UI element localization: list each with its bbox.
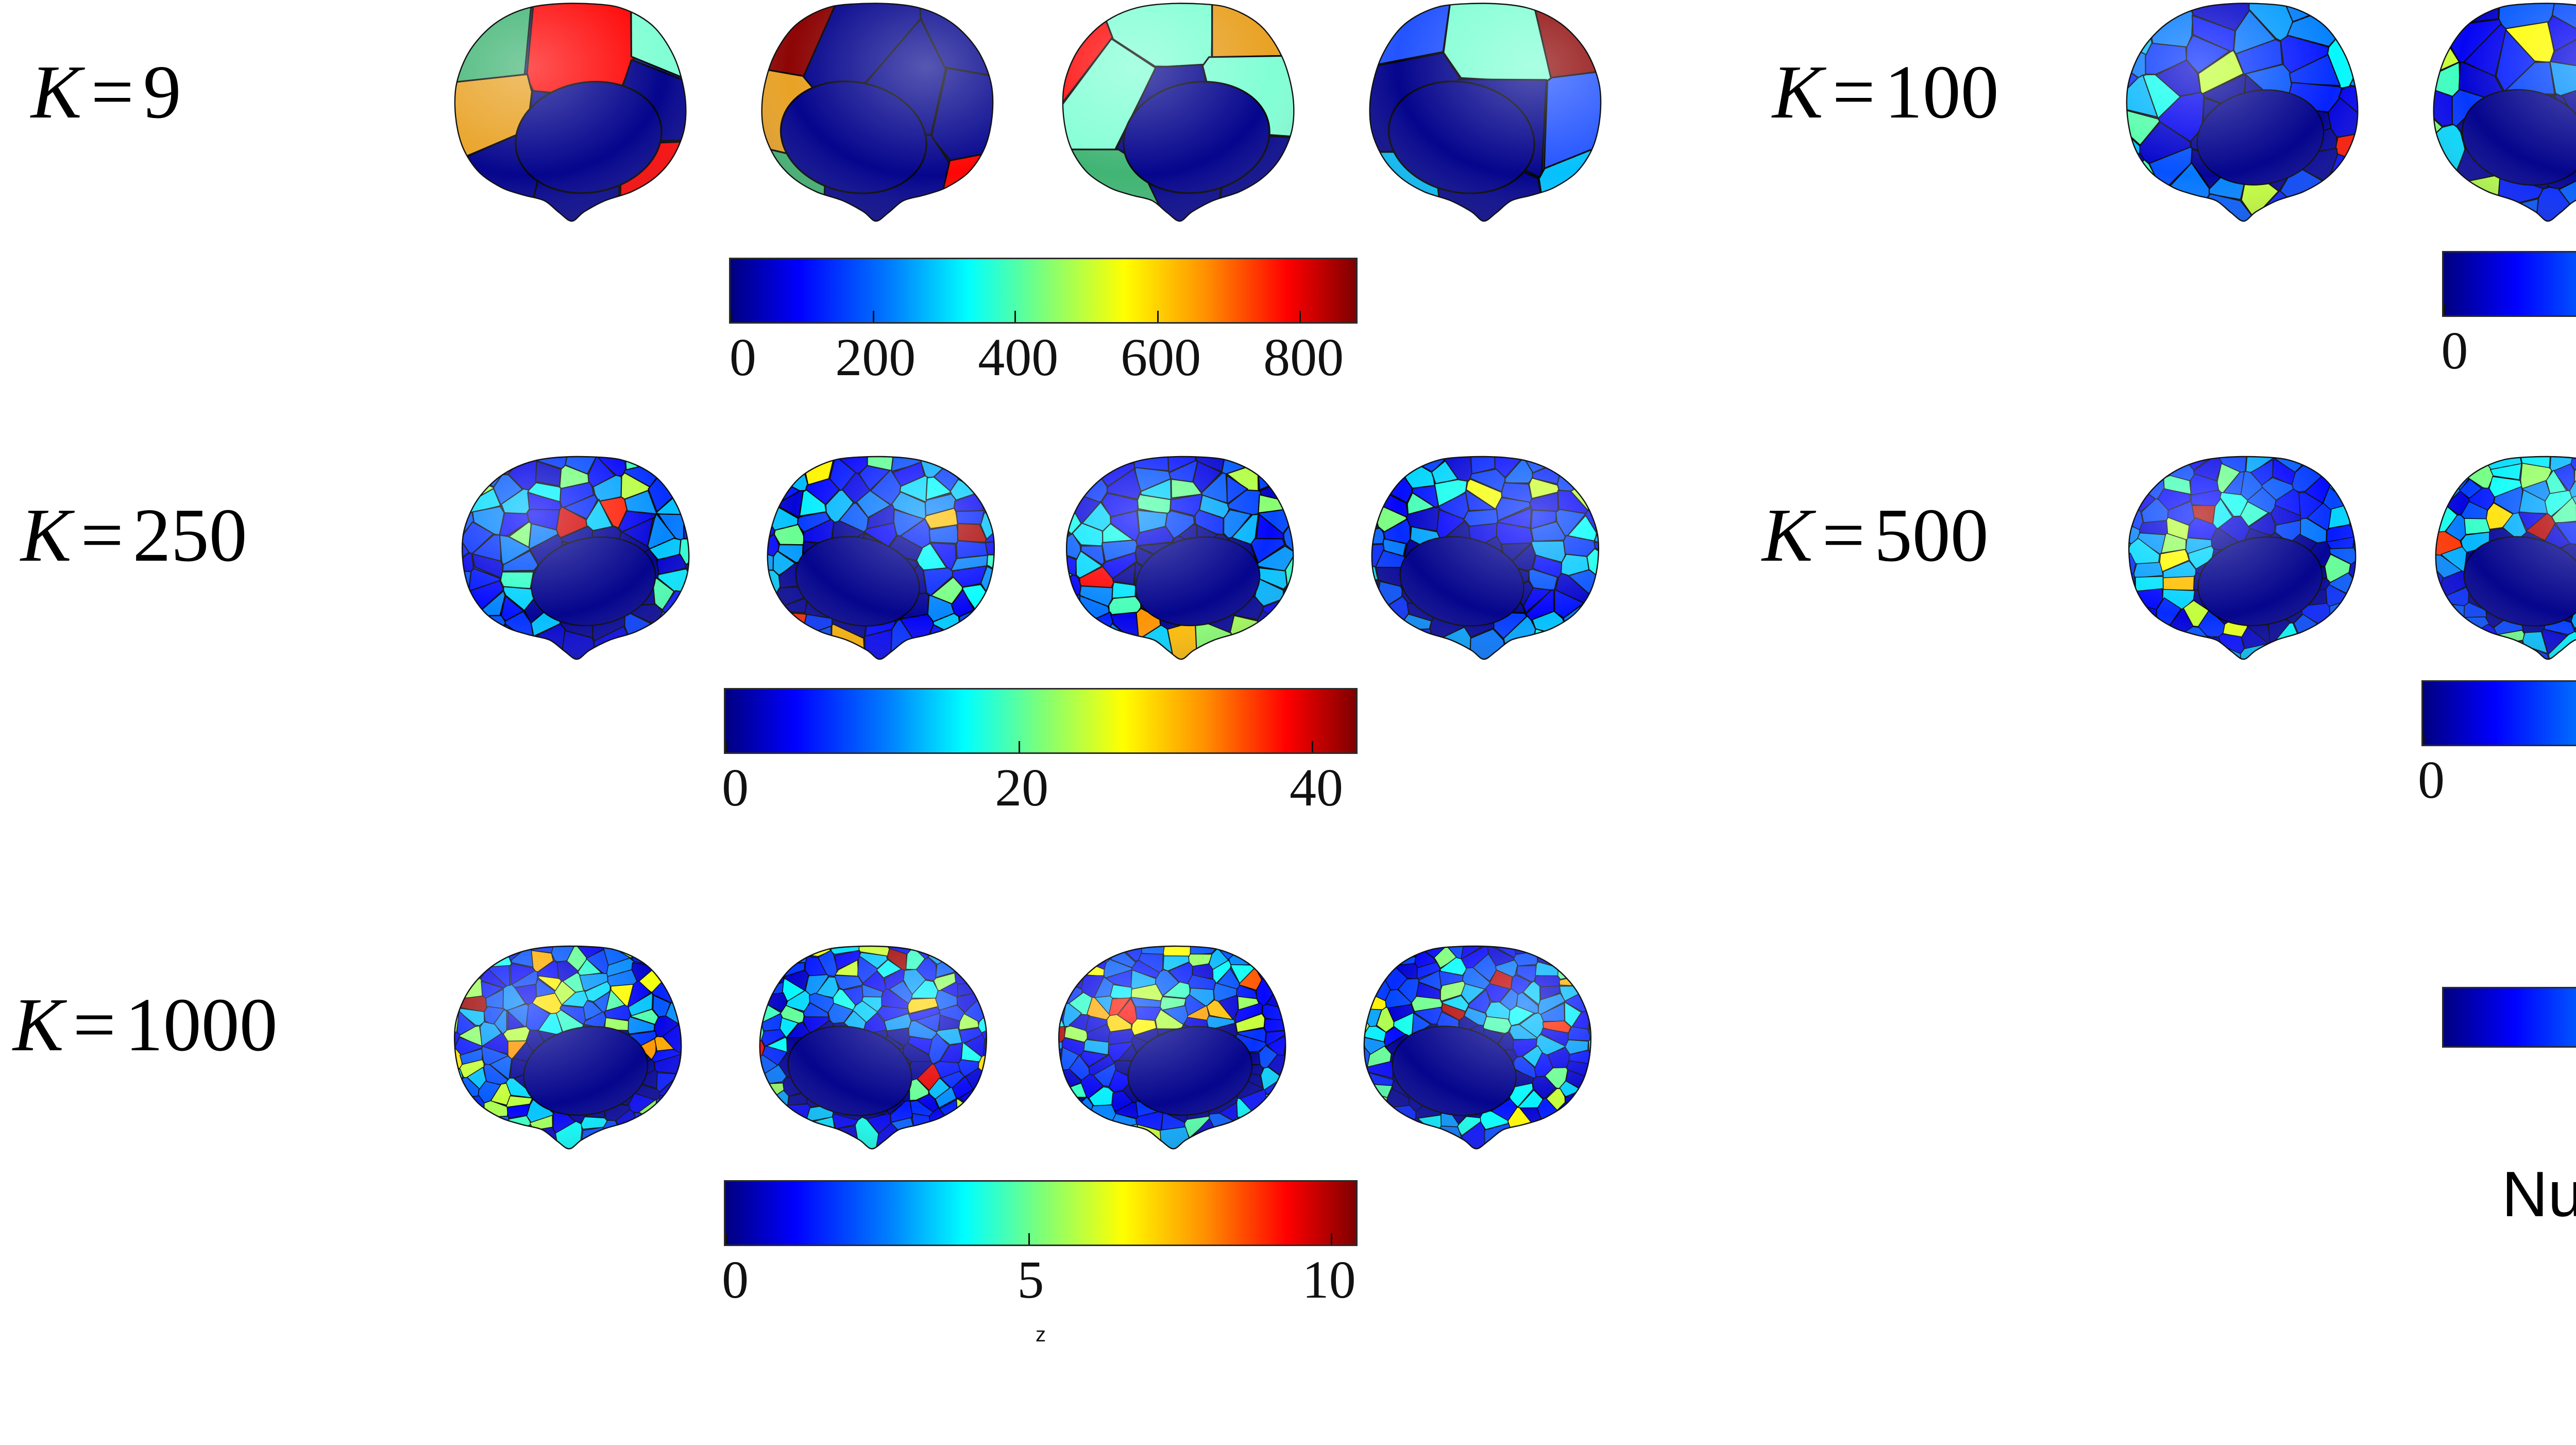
k-symbol: K xyxy=(21,493,72,578)
colorbar-gradient-k500 xyxy=(2421,680,2576,746)
brain-surface-k9-medial-left xyxy=(737,0,1015,222)
brain-surface-k500-medial-left xyxy=(2411,453,2576,660)
brain-surface-k250-medial-right xyxy=(1045,453,1318,660)
colorbar-tick-label: 800 xyxy=(1263,328,1344,387)
legend-title: Number of Pruned Branches xyxy=(2442,1087,2576,1445)
colorbar-gradient-k1000 xyxy=(724,1180,1358,1246)
brain-surface-k9-lateral-left xyxy=(433,0,711,222)
equals-symbol: = xyxy=(73,983,116,1067)
figure-canvas: K = 9 0 200 400 600 800 K = 100 xyxy=(13,0,2576,1345)
colorbar-tick-label: 0 xyxy=(722,758,749,817)
panel-label-k100: K = 100 xyxy=(1772,54,1999,130)
colorbar-tick xyxy=(1312,741,1314,752)
colorbar-k9: 0 200 400 600 800 xyxy=(729,258,1358,384)
colorbar-tick-label: 10 xyxy=(1302,1250,1356,1309)
colorbar-tick xyxy=(2444,304,2445,315)
colorbar-tick xyxy=(872,311,874,322)
brain-surface-k1000-medial-left xyxy=(735,943,1008,1150)
brain-surface-k1000-lateral-left xyxy=(433,943,706,1150)
brain-surface-k100-lateral-left xyxy=(2105,0,2383,222)
k-symbol: K xyxy=(31,50,82,135)
k-symbol: K xyxy=(1772,50,1823,135)
legend-colorbar-gradient xyxy=(2442,987,2576,1048)
brain-surface-k250-lateral-left xyxy=(440,453,714,660)
k-symbol: K xyxy=(13,983,64,1067)
colorbar-k500: 0 10 20 xyxy=(2418,680,2576,807)
k-value: 500 xyxy=(1874,493,1989,578)
colorbar-k100: 0 50 100 xyxy=(2441,251,2576,378)
colorbar-tick xyxy=(1331,1233,1333,1245)
equals-symbol: = xyxy=(1822,493,1865,578)
colorbar-tick xyxy=(1019,741,1021,752)
colorbar-tick xyxy=(1299,311,1301,322)
colorbar-tick-label: 5 xyxy=(1017,1250,1044,1309)
k-value: 1000 xyxy=(125,983,278,1067)
k-symbol: K xyxy=(1762,493,1813,578)
colorbar-axis-label-z: z xyxy=(1036,1323,1046,1346)
equals-symbol: = xyxy=(1832,50,1875,135)
brain-row-k1000 xyxy=(433,943,1613,1150)
brain-row-k500 xyxy=(2107,453,2576,660)
brain-surface-k9-lateral-right xyxy=(1345,0,1623,222)
colorbar-tick xyxy=(1157,311,1159,322)
colorbar-tick-label: 600 xyxy=(1121,328,1201,387)
colorbar-tick xyxy=(725,741,727,752)
equals-symbol: = xyxy=(91,50,134,135)
panel-label-k500: K = 500 xyxy=(1762,497,1989,574)
k-value: 9 xyxy=(143,50,181,135)
brain-surface-k500-lateral-left xyxy=(2107,453,2380,660)
colorbar-tick-label: 0 xyxy=(2418,750,2445,810)
legend-title-line1: Number of Pruned xyxy=(2501,1158,2576,1230)
colorbar-tick xyxy=(2423,733,2425,745)
colorbar-gradient-k9 xyxy=(729,258,1358,324)
colorbar-tick xyxy=(1028,1233,1030,1245)
brain-surface-k100-medial-left xyxy=(2409,0,2576,222)
legend-colorbar: Number of Pruned Branches xyxy=(2442,987,2576,1230)
k-value: 250 xyxy=(132,493,247,578)
colorbar-tick-label: 0 xyxy=(2441,321,2468,380)
colorbar-tick-label: 0 xyxy=(722,1250,749,1309)
brain-row-k100 xyxy=(2105,0,2576,222)
k-value: 100 xyxy=(1884,50,1999,135)
colorbar-tick-label: 200 xyxy=(835,328,916,387)
panel-label-k1000: K = 1000 xyxy=(13,987,278,1063)
colorbar-tick xyxy=(731,311,732,322)
brain-surface-k1000-medial-right xyxy=(1037,943,1310,1150)
equals-symbol: = xyxy=(80,493,124,578)
brain-row-k250 xyxy=(440,453,1620,660)
panel-label-k9: K = 9 xyxy=(31,54,181,130)
colorbar-tick-label: 400 xyxy=(978,328,1059,387)
colorbar-k1000: 0 5 10 z xyxy=(722,1180,1358,1345)
brain-surface-k1000-lateral-right xyxy=(1340,943,1613,1150)
legend-title-line2: Branches xyxy=(2442,1302,2576,1374)
brain-surface-k9-medial-right xyxy=(1041,0,1319,222)
colorbar-gradient-k100 xyxy=(2442,251,2576,317)
colorbar-tick-label: 40 xyxy=(1290,758,1344,817)
colorbar-tick xyxy=(725,1233,727,1245)
colorbar-tick-label: 0 xyxy=(729,328,756,387)
brain-surface-k250-lateral-right xyxy=(1347,453,1620,660)
brain-row-k9 xyxy=(433,0,1623,222)
colorbar-tick-label: 20 xyxy=(995,758,1049,817)
colorbar-tick xyxy=(1014,311,1016,322)
brain-surface-k250-medial-left xyxy=(743,453,1016,660)
panel-label-k250: K = 250 xyxy=(21,497,247,574)
colorbar-gradient-k250 xyxy=(724,688,1358,754)
colorbar-k250: 0 20 40 xyxy=(722,688,1358,815)
